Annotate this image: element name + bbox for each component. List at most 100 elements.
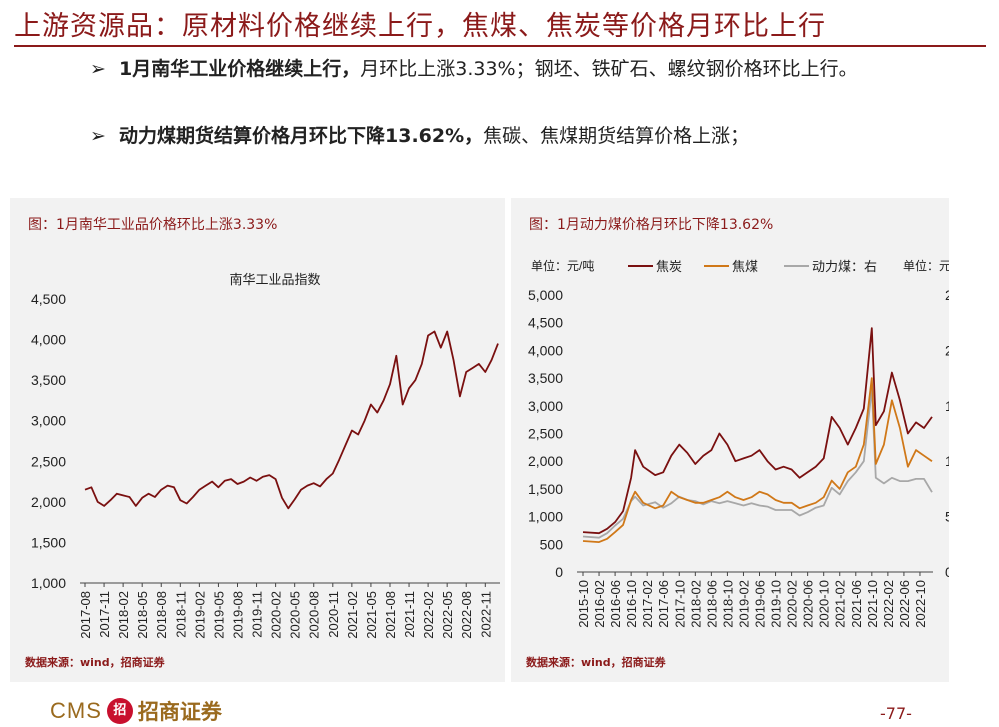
bullet-2-text: 焦碳、焦煤期货结算价格上涨； <box>483 125 750 147</box>
y-axis-left-unit: 单位：元/吨 <box>531 258 594 273</box>
y-tick-label-left: 1,500 <box>528 481 563 497</box>
chart-title: 南华工业品指数 <box>229 272 320 287</box>
y-tick-label-left: 0 <box>555 564 563 580</box>
x-tick-label: 2016-02 <box>592 580 607 628</box>
y-tick-label-right: 1,500 <box>945 398 949 414</box>
y-tick-label-left: 500 <box>540 536 564 552</box>
cms-logo: CMS 招 招商证券 <box>50 697 222 725</box>
y-tick-label-left: 2,500 <box>528 426 563 442</box>
x-tick-label: 2018-02 <box>116 591 131 639</box>
x-tick-label: 2022-10 <box>913 580 928 628</box>
y-tick-label-left: 4,000 <box>528 342 563 358</box>
y-tick-label: 1,000 <box>31 575 66 591</box>
x-tick-label: 2020-11 <box>326 591 341 638</box>
nanhua-source-note: 数据来源：wind，招商证券 <box>25 656 165 669</box>
y-tick-label: 2,500 <box>31 453 66 469</box>
x-tick-label: 2021-02 <box>833 580 848 628</box>
bullet-arrow-icon: ➢ <box>90 125 106 147</box>
bullet-1-bold: 1月南华工业价格继续上行， <box>119 58 361 80</box>
x-tick-label: 2021-08 <box>383 591 398 639</box>
x-tick-label: 2019-05 <box>211 591 226 639</box>
bullet-2-bold: 动力煤期货结算价格月环比下降13.62%， <box>119 125 484 147</box>
x-tick-label: 2018-06 <box>704 580 719 628</box>
series-line-coke <box>582 327 933 535</box>
x-tick-label: 2015-10 <box>576 580 591 628</box>
legend-label: 动力煤：右 <box>812 259 877 274</box>
page-title: 上游资源品：原材料价格继续上行，焦煤、焦炭等价格月环比上行 <box>14 11 826 42</box>
x-tick-label: 2020-02 <box>269 591 284 639</box>
x-tick-label: 2021-11 <box>402 591 417 638</box>
nanhua-index-chart: 南华工业品指数 1,000 1,500 2,000 2,500 3,000 3,500 4,0… <box>31 272 500 639</box>
y-tick-label-left: 3,500 <box>528 370 563 386</box>
x-tick-label: 2022-06 <box>897 580 912 628</box>
x-tick-label: 2017-10 <box>672 580 687 628</box>
logo-badge-icon: 招 <box>106 698 133 724</box>
x-tick-label: 2022-11 <box>478 591 493 638</box>
x-tick-label: 2021-06 <box>849 580 864 628</box>
coal-price-chart: 单位：元/吨 单位：元/吨 焦炭 焦煤 动力煤：右 0 500 1,000 1,500 2,000… <box>528 258 949 628</box>
bullet-2: ➢ 动力煤期货结算价格月环比下降13.62%，焦碳、焦煤期货结算价格上涨； <box>90 121 925 152</box>
legend-label: 焦煤 <box>732 259 758 274</box>
y-tick-label-right: 0 <box>945 564 949 580</box>
logo-cms-text: CMS <box>50 698 102 723</box>
title-rule <box>14 45 986 47</box>
y-tick-label: 3,000 <box>31 413 66 429</box>
x-tick-label: 2018-08 <box>154 591 169 639</box>
coal-chart-caption: 图：1月动力煤价格月环比下降13.62% <box>529 217 774 233</box>
x-tick-label: 2019-10 <box>769 580 784 628</box>
series-line-thermal-coal <box>582 388 933 539</box>
nanhua-chart-caption: 图：1月南华工业品价格环比上涨3.33% <box>28 217 278 233</box>
x-tick-label: 2019-11 <box>250 591 265 638</box>
x-tick-label: 2018-10 <box>720 580 735 628</box>
y-tick-label-right: 1,000 <box>945 453 949 469</box>
x-tick-label: 2016-10 <box>624 580 639 628</box>
y-tick-label-left: 2,000 <box>528 453 563 469</box>
x-tick-label: 2016-06 <box>608 580 623 628</box>
x-tick-label: 2021-02 <box>345 591 360 639</box>
nanhua-chart-panel: 图：1月南华工业品价格环比上涨3.33% 南华工业品指数 1,000 1,500 2,… <box>10 198 505 682</box>
x-tick-label: 2017-11 <box>97 591 112 638</box>
x-tick-label: 2018-02 <box>688 580 703 628</box>
x-tick-label: 2020-08 <box>307 591 322 639</box>
x-tick-label: 2019-06 <box>753 580 768 628</box>
x-tick-label: 2017-06 <box>656 580 671 628</box>
y-tick-label-left: 4,500 <box>528 315 563 331</box>
x-tick-label: 2019-08 <box>230 591 245 639</box>
x-tick-label: 2020-10 <box>817 580 832 628</box>
x-tick-label: 2020-02 <box>785 580 800 628</box>
x-tick-label: 2017-08 <box>78 591 93 639</box>
y-tick-label-right: 500 <box>945 509 949 525</box>
x-tick-label: 2022-05 <box>440 591 455 639</box>
x-tick-label: 2022-02 <box>421 591 436 639</box>
y-tick-label-left: 5,000 <box>528 287 563 303</box>
x-tick-label: 2020-05 <box>288 591 303 639</box>
bullet-1-text: 月环比上涨3.33%；钢坯、铁矿石、螺纹钢价格环比上行。 <box>360 58 858 80</box>
bullet-1: ➢ 1月南华工业价格继续上行，月环比上涨3.33%；钢坯、铁矿石、螺纹钢价格环比… <box>90 54 925 85</box>
legend-label: 焦炭 <box>656 259 682 274</box>
series-line-nanhua <box>84 330 499 510</box>
coal-chart-panel: 图：1月动力煤价格月环比下降13.62% 单位：元/吨 单位：元/吨 焦炭 焦煤 动力煤… <box>511 198 949 682</box>
page-number: -77- <box>880 704 912 723</box>
x-tick-label: 2022-08 <box>459 591 474 639</box>
y-tick-label: 1,500 <box>31 534 66 550</box>
y-tick-label-right: 2,500 <box>945 287 949 303</box>
x-tick-label: 2021-10 <box>865 580 880 628</box>
coal-source-note: 数据来源：wind，招商证券 <box>526 656 666 669</box>
y-axis-right-unit: 单位：元/吨 <box>903 258 949 273</box>
y-tick-label: 4,500 <box>31 291 66 307</box>
x-tick-label: 2019-02 <box>736 580 751 628</box>
y-tick-label-left: 1,000 <box>528 509 563 525</box>
x-tick-label: 2022-02 <box>881 580 896 628</box>
x-tick-label: 2018-05 <box>135 591 150 639</box>
y-tick-label: 4,000 <box>31 332 66 348</box>
y-tick-label: 2,000 <box>31 494 66 510</box>
y-tick-label-right: 2,000 <box>945 342 949 358</box>
bullet-arrow-icon: ➢ <box>90 58 106 80</box>
y-tick-label: 3,500 <box>31 372 66 388</box>
x-tick-label: 2020-06 <box>801 580 816 628</box>
x-tick-label: 2021-05 <box>364 591 379 639</box>
series-line-coking-coal <box>582 377 933 544</box>
x-tick-label: 2017-02 <box>640 580 655 628</box>
logo-company-name: 招商证券 <box>137 700 222 724</box>
y-tick-label-left: 3,000 <box>528 398 563 414</box>
